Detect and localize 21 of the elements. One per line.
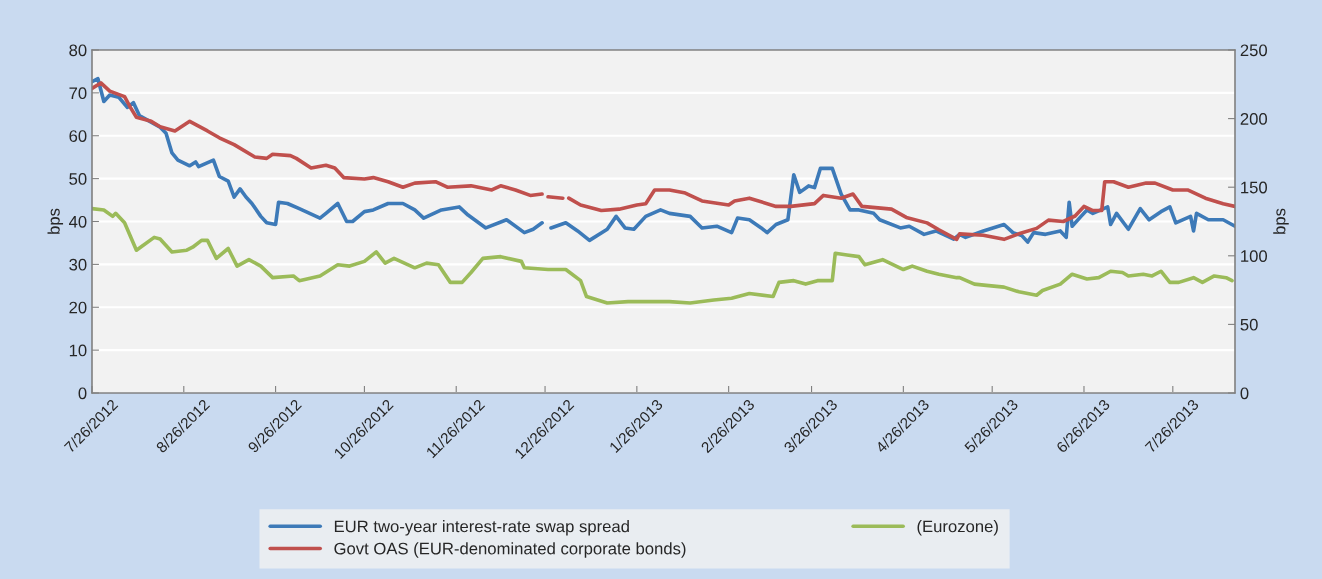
y-tick-label: 50: [69, 173, 87, 185]
y-tick-label: 0: [78, 387, 87, 400]
line-series: [92, 206, 1234, 305]
legend-label: Govt OAS (EUR-denominated corporate bonds): [334, 542, 686, 558]
y2-tick-label: 100: [1241, 250, 1268, 262]
legend-label: (Eurozone): [917, 520, 998, 536]
y2-tick-label: 0: [1240, 387, 1249, 400]
y2-tick-label: 200: [1240, 113, 1268, 125]
y-tick-label: 70: [69, 87, 87, 100]
y2-axis-title: bps: [1273, 208, 1289, 234]
y2-tick-label: 50: [1240, 318, 1258, 331]
y2-tick-label: 150: [1241, 181, 1268, 194]
y-tick-label: 60: [69, 130, 87, 142]
y-axis-title: bps: [47, 208, 64, 234]
y-tick-label: 80: [69, 44, 87, 57]
y2-tick-label: 250: [1240, 44, 1268, 57]
y-tick-label: 10: [69, 344, 87, 357]
y-tick-label: 40: [68, 215, 87, 228]
y-tick-label: 20: [69, 301, 87, 314]
legend-label: EUR two-year interest-rate swap spread: [334, 520, 629, 536]
y-tick-label: 30: [69, 258, 87, 271]
